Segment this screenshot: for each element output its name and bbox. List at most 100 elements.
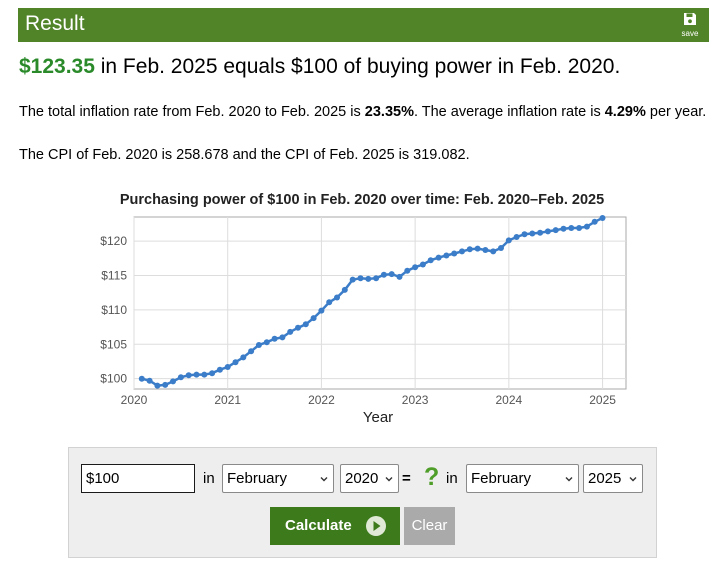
- data-point: [248, 348, 255, 355]
- data-point: [380, 271, 387, 278]
- clear-button[interactable]: Clear: [404, 507, 455, 545]
- to-year-value: 2025: [588, 470, 622, 487]
- chart-svg: Purchasing power of $100 in Feb. 2020 ov…: [100, 192, 627, 426]
- data-point: [216, 366, 223, 373]
- data-point: [349, 276, 356, 283]
- data-point: [568, 225, 575, 231]
- equals-sign: =: [402, 470, 411, 487]
- data-point: [209, 370, 216, 377]
- chevron-down-icon: [320, 477, 328, 482]
- y-tick-label: $120: [100, 234, 127, 248]
- data-point: [255, 342, 262, 348]
- data-point: [271, 335, 278, 342]
- data-point: [591, 218, 598, 225]
- x-tick-label: 2020: [121, 393, 148, 407]
- total-inflation-rate: 23.35%: [364, 104, 414, 120]
- data-point: [295, 324, 301, 331]
- data-point: [193, 371, 200, 378]
- from-month-select[interactable]: February: [222, 464, 334, 493]
- data-point: [498, 245, 504, 251]
- save-icon: [684, 13, 696, 25]
- result-title: Result: [25, 12, 85, 35]
- data-point: [396, 273, 403, 280]
- x-tick-label: 2024: [496, 393, 523, 407]
- data-point: [263, 339, 270, 346]
- result-header: Result save: [18, 8, 709, 42]
- data-point: [224, 364, 231, 370]
- data-point: [287, 328, 294, 335]
- x-axis-label: Year: [363, 409, 393, 426]
- data-point: [365, 275, 372, 282]
- data-point: [576, 225, 583, 231]
- chevron-down-icon: [565, 477, 573, 482]
- x-tick-label: 2023: [402, 393, 429, 407]
- summary-text: per year.: [645, 104, 707, 120]
- data-point: [388, 271, 395, 278]
- play-icon: [366, 516, 386, 536]
- x-tick-label: 2025: [589, 393, 616, 407]
- data-point: [326, 299, 333, 306]
- y-tick-label: $110: [101, 303, 127, 317]
- data-point: [177, 374, 184, 381]
- x-axis-ticks: 2020 2021 2022 2023 2024 2025: [121, 393, 617, 407]
- result-headline: $123.35 in Feb. 2025 equals $100 of buyi…: [19, 55, 620, 79]
- data-point: [459, 248, 465, 255]
- data-point: [482, 247, 489, 253]
- chevron-down-icon: [629, 477, 637, 482]
- data-point: [373, 275, 380, 282]
- average-inflation-rate: 4.29%: [604, 104, 646, 120]
- data-point: [521, 231, 528, 238]
- y-axis-ticks: $100 $105 $110 $115 $120: [100, 234, 127, 386]
- amount-input[interactable]: [81, 464, 195, 493]
- data-point: [162, 381, 169, 388]
- data-point: [513, 234, 520, 240]
- data-point: [583, 223, 590, 230]
- from-year-value: 2020: [345, 470, 379, 487]
- calculator-form: in February 2020 = ? in February 2025 Ca…: [68, 447, 657, 558]
- data-point: [435, 254, 442, 261]
- result-amount: $123.35: [19, 55, 95, 78]
- data-point: [279, 334, 286, 341]
- x-tick-label: 2021: [214, 393, 241, 407]
- chart-grid: [133, 217, 626, 389]
- to-year-select[interactable]: 2025: [583, 464, 643, 493]
- data-point: [310, 315, 317, 322]
- chevron-down-icon: [385, 477, 393, 482]
- summary-text: The total inflation rate from Feb. 2020 …: [19, 104, 365, 120]
- summary-text: . The average inflation rate is: [413, 104, 605, 120]
- to-month-value: February: [471, 470, 532, 487]
- data-point: [490, 248, 497, 255]
- data-point: [341, 286, 348, 293]
- data-point: [419, 261, 426, 268]
- data-point: [154, 382, 161, 389]
- cpi-summary: The CPI of Feb. 2020 is 258.678 and the …: [19, 147, 470, 163]
- data-point: [451, 250, 458, 257]
- data-point: [427, 257, 434, 264]
- inflation-summary: The total inflation rate from Feb. 2020 …: [19, 103, 709, 121]
- data-point: [318, 307, 325, 314]
- save-label: save: [681, 29, 699, 38]
- calculate-button[interactable]: Calculate: [270, 507, 400, 545]
- data-point: [599, 215, 606, 221]
- data-point: [357, 275, 364, 282]
- purchasing-power-chart: Purchasing power of $100 in Feb. 2020 ov…: [0, 180, 720, 430]
- data-point: [505, 237, 512, 244]
- from-year-select[interactable]: 2020: [340, 464, 399, 493]
- data-point: [404, 267, 411, 274]
- calculate-label: Calculate: [285, 517, 352, 534]
- plot-area: [133, 216, 627, 390]
- data-point: [529, 230, 536, 237]
- chart-title: Purchasing power of $100 in Feb. 2020 ov…: [120, 192, 604, 208]
- x-tick-label: 2022: [308, 393, 335, 407]
- data-point: [138, 375, 145, 382]
- question-mark: ?: [424, 463, 440, 491]
- data-point: [185, 372, 192, 379]
- y-tick-label: $105: [100, 337, 127, 351]
- from-month-value: February: [227, 470, 288, 487]
- data-point: [537, 229, 544, 236]
- save-button[interactable]: save: [680, 12, 700, 38]
- to-month-select[interactable]: February: [466, 464, 579, 493]
- y-tick-label: $115: [101, 268, 127, 282]
- in-label: in: [446, 470, 458, 487]
- y-tick-label: $100: [100, 372, 127, 386]
